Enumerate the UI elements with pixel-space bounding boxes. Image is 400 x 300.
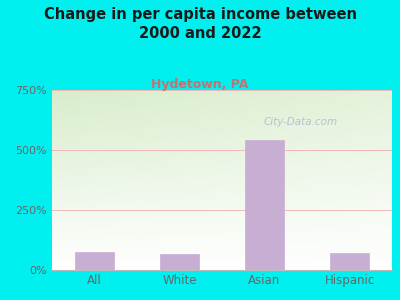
Bar (160, 254, 199, 270)
Bar (75, 252, 114, 270)
Text: Hydetown, PA: Hydetown, PA (151, 78, 249, 91)
Text: Change in per capita income between
2000 and 2022: Change in per capita income between 2000… (44, 8, 356, 41)
Text: City-Data.com: City-Data.com (263, 117, 337, 128)
Bar (330, 253, 369, 270)
Bar (245, 140, 284, 270)
